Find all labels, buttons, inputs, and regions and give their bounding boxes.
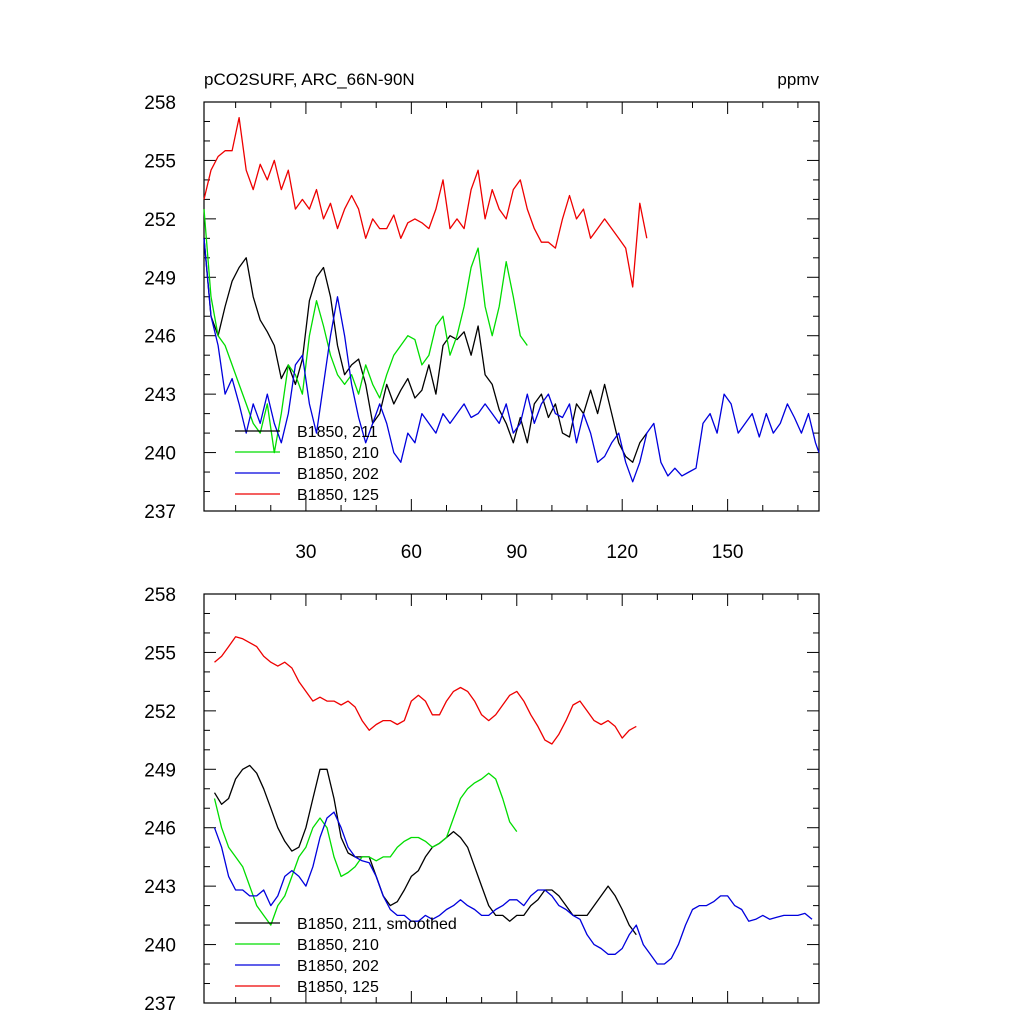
series-line-0: [213, 764, 637, 936]
bottom-plot-frame: [203, 593, 820, 1004]
y-tick-label: 249: [144, 760, 176, 781]
legend-label-0: B1850, 211: [297, 424, 378, 441]
top-plot-frame: [203, 101, 820, 512]
top-title-right: ppmv: [777, 70, 819, 89]
y-tick-label: 243: [144, 877, 176, 898]
y-tick-label: 246: [144, 819, 176, 840]
top-panel: pCO2SURF, ARC_66N-90N ppmv 237 240 243 246 2…: [144, 70, 820, 563]
y-tick-label: 240: [144, 444, 176, 465]
y-tick-label: 258: [144, 585, 176, 606]
series-line-2: [213, 811, 813, 965]
legend-label-3: B1850, 125: [297, 487, 379, 504]
y-tick-label: 252: [144, 210, 176, 231]
series-line-3: [203, 116, 648, 288]
series-line-1: [213, 772, 518, 926]
legend-label-1: B1850, 210: [297, 445, 379, 462]
legend-label-1: B1850, 210: [297, 937, 379, 954]
legend-label-3: B1850, 125: [297, 979, 379, 996]
y-tick-label: 237: [144, 994, 176, 1015]
y-tick-label: 252: [144, 702, 176, 723]
y-tick-label: 243: [144, 385, 176, 406]
y-tick-label: 255: [144, 643, 176, 664]
legend-label-0: B1850, 211, smoothed: [297, 916, 457, 933]
legend-label-2: B1850, 202: [297, 466, 379, 483]
legend-label-2: B1850, 202: [297, 958, 379, 975]
y-tick-label: 255: [144, 151, 176, 172]
x-tick-label: 90: [506, 542, 527, 563]
y-tick-label: 246: [144, 327, 176, 348]
series-line-3: [214, 636, 637, 745]
y-tick-label: 249: [144, 268, 176, 289]
y-tick-label: 240: [144, 936, 176, 957]
y-tick-label: 237: [144, 502, 176, 523]
y-tick-label: 258: [144, 93, 176, 114]
top-title-left: pCO2SURF, ARC_66N-90N: [204, 70, 415, 89]
bottom-panel: 237 240 243 246 249 252 255 258 B1850, 211, smo…: [144, 585, 820, 1015]
x-tick-label: 150: [712, 542, 744, 563]
series-line-1: [203, 209, 528, 454]
x-tick-label: 30: [295, 542, 316, 563]
x-tick-label: 120: [606, 542, 638, 563]
series-line-2: [203, 238, 820, 483]
x-tick-label: 60: [401, 542, 422, 563]
